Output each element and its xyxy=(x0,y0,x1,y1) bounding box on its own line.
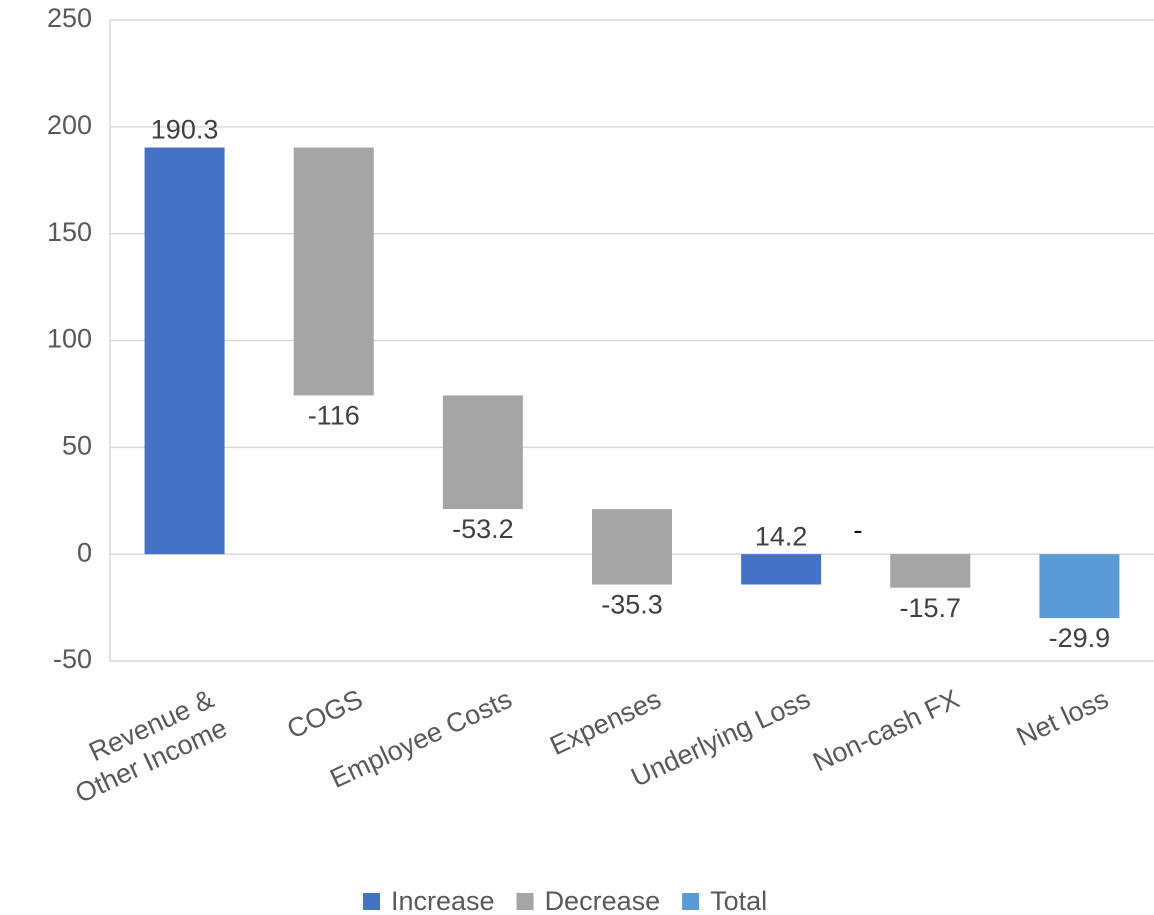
bar xyxy=(144,147,225,555)
bar xyxy=(741,554,822,585)
legend-swatch xyxy=(682,893,700,910)
value-label: -29.9 xyxy=(1049,623,1111,653)
legend-label: Decrease xyxy=(545,886,661,915)
legend-label: Increase xyxy=(391,886,495,915)
value-label: -116 xyxy=(308,401,360,431)
y-tick-label: 250 xyxy=(47,3,92,33)
x-tick-label: COGS xyxy=(283,684,368,745)
bar xyxy=(890,554,971,588)
bar xyxy=(293,147,374,396)
legend-label: Total xyxy=(710,886,767,915)
value-label: -35.3 xyxy=(601,590,663,620)
legend: Increase Decrease Total xyxy=(363,886,767,915)
y-tick-label: 200 xyxy=(47,110,92,140)
y-tick-label: 150 xyxy=(47,217,92,247)
value-label: 190.3 xyxy=(151,115,219,145)
annotation: - xyxy=(854,515,863,545)
x-tick-label: Expenses xyxy=(545,684,665,761)
value-label: -53.2 xyxy=(452,514,514,544)
bar xyxy=(1039,554,1120,619)
legend-swatch xyxy=(516,893,534,910)
value-label: -15.7 xyxy=(900,593,962,623)
x-tick-label: Non-cash FX xyxy=(808,684,963,778)
y-tick-label: 0 xyxy=(77,537,92,567)
y-tick-label: 100 xyxy=(47,324,92,354)
value-label: 14.2 xyxy=(755,521,808,551)
x-tick-label: Net loss xyxy=(1012,684,1113,752)
y-tick-label: 50 xyxy=(62,430,92,460)
legend-swatch xyxy=(363,893,380,910)
bar xyxy=(592,509,672,585)
y-tick-label: -50 xyxy=(53,644,92,674)
x-tick-label: Revenue &Other Income xyxy=(57,684,231,809)
bar xyxy=(442,395,523,510)
